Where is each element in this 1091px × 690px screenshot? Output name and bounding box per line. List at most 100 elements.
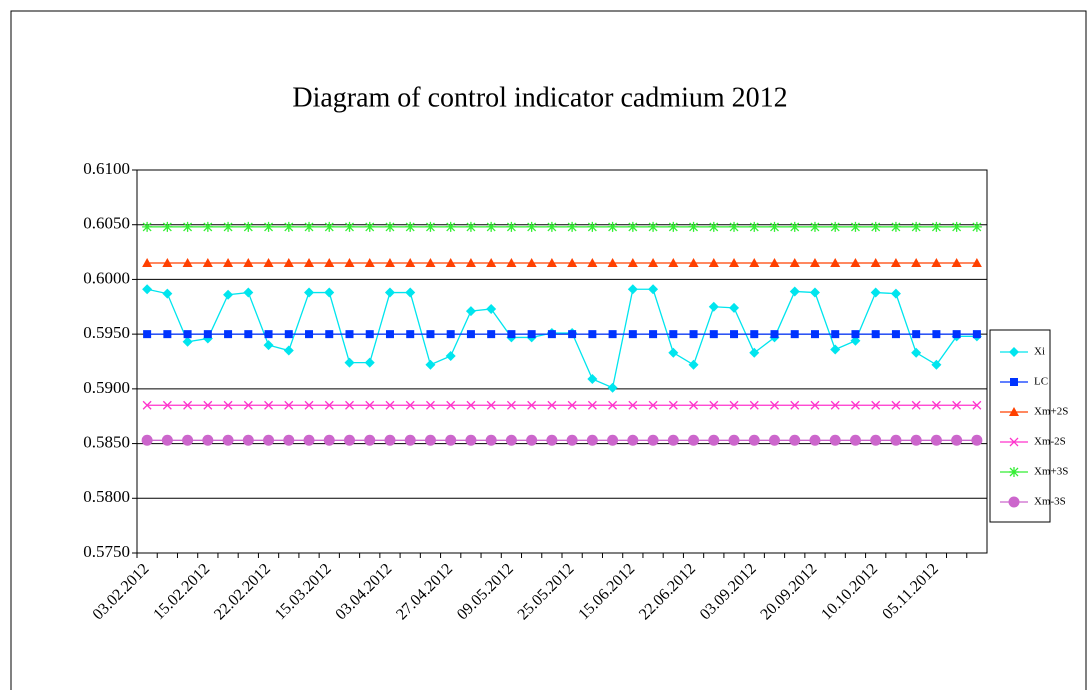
data-point	[526, 221, 537, 232]
data-point	[384, 221, 395, 232]
data-point	[446, 400, 456, 410]
data-point	[344, 434, 355, 446]
data-point	[142, 221, 153, 232]
data-point	[324, 400, 334, 410]
data-point	[730, 330, 739, 339]
data-point	[668, 347, 679, 358]
data-point	[425, 359, 436, 370]
data-point	[465, 434, 477, 446]
data-point	[303, 434, 315, 446]
data-point	[223, 221, 234, 232]
data-point	[202, 258, 213, 268]
data-point	[668, 400, 678, 410]
data-point	[263, 258, 274, 268]
data-point	[283, 258, 294, 268]
data-point	[951, 434, 963, 446]
data-point	[607, 434, 619, 446]
data-point	[627, 258, 638, 268]
data-point	[324, 287, 335, 298]
data-point	[161, 434, 173, 446]
data-point	[689, 330, 698, 339]
data-point	[162, 400, 172, 410]
data-point	[930, 434, 942, 446]
data-point	[951, 221, 962, 232]
legend-marker	[1008, 496, 1020, 508]
legend-label: Xm-3S	[1034, 496, 1066, 508]
data-point	[911, 221, 922, 232]
data-point	[323, 434, 335, 446]
data-point	[263, 434, 275, 446]
data-point	[831, 330, 840, 339]
data-point	[709, 400, 719, 410]
data-point	[809, 287, 820, 298]
data-point	[465, 306, 476, 317]
data-point	[748, 434, 760, 446]
data-point	[526, 258, 537, 268]
data-point	[567, 400, 577, 410]
legend-marker	[1009, 437, 1019, 447]
data-point	[586, 434, 598, 446]
data-point	[425, 221, 436, 232]
data-point	[162, 288, 173, 299]
data-point	[789, 286, 800, 297]
data-point	[445, 221, 456, 232]
data-point	[588, 330, 597, 339]
data-point	[305, 330, 314, 339]
data-point	[789, 258, 800, 268]
data-point	[728, 434, 740, 446]
data-point	[486, 221, 497, 232]
data-point	[931, 400, 941, 410]
data-point	[324, 258, 335, 268]
data-point	[283, 434, 295, 446]
data-point	[163, 330, 172, 339]
legend-label: Xi	[1034, 346, 1045, 358]
y-tick-label: 0.5900	[83, 378, 130, 397]
data-point	[546, 434, 558, 446]
data-point	[708, 258, 719, 268]
data-point	[182, 258, 193, 268]
data-point	[244, 330, 253, 339]
data-point	[971, 221, 982, 232]
data-point	[911, 258, 922, 268]
data-point	[527, 330, 536, 339]
data-point	[587, 400, 597, 410]
data-point	[931, 359, 942, 370]
data-point	[649, 330, 658, 339]
data-point	[284, 400, 294, 410]
data-point	[424, 434, 436, 446]
data-point	[628, 330, 637, 339]
data-point	[850, 258, 861, 268]
data-point	[587, 374, 598, 385]
data-point	[406, 330, 415, 339]
data-point	[648, 400, 658, 410]
legend-label: Xm-2S	[1034, 436, 1066, 448]
data-point	[506, 221, 517, 232]
data-point	[446, 330, 455, 339]
data-point	[851, 330, 860, 339]
legend-label: Xm+3S	[1034, 466, 1068, 478]
data-point	[445, 351, 456, 362]
legend-marker	[1010, 378, 1018, 386]
legend	[989, 329, 1051, 523]
data-point	[546, 258, 557, 268]
data-point	[203, 400, 213, 410]
data-point	[264, 330, 273, 339]
data-point	[345, 400, 354, 410]
data-point	[971, 434, 983, 446]
data-point	[405, 221, 416, 232]
data-point	[770, 330, 779, 339]
data-point	[790, 330, 799, 339]
data-point	[607, 258, 618, 268]
data-point	[871, 330, 880, 339]
data-point	[182, 221, 193, 232]
data-point	[183, 400, 193, 410]
data-point	[708, 434, 720, 446]
data-point	[688, 258, 699, 268]
data-point	[871, 400, 881, 410]
data-point	[364, 221, 375, 232]
data-point	[830, 221, 841, 232]
data-point	[850, 335, 861, 346]
data-point	[566, 434, 578, 446]
data-point	[567, 258, 578, 268]
